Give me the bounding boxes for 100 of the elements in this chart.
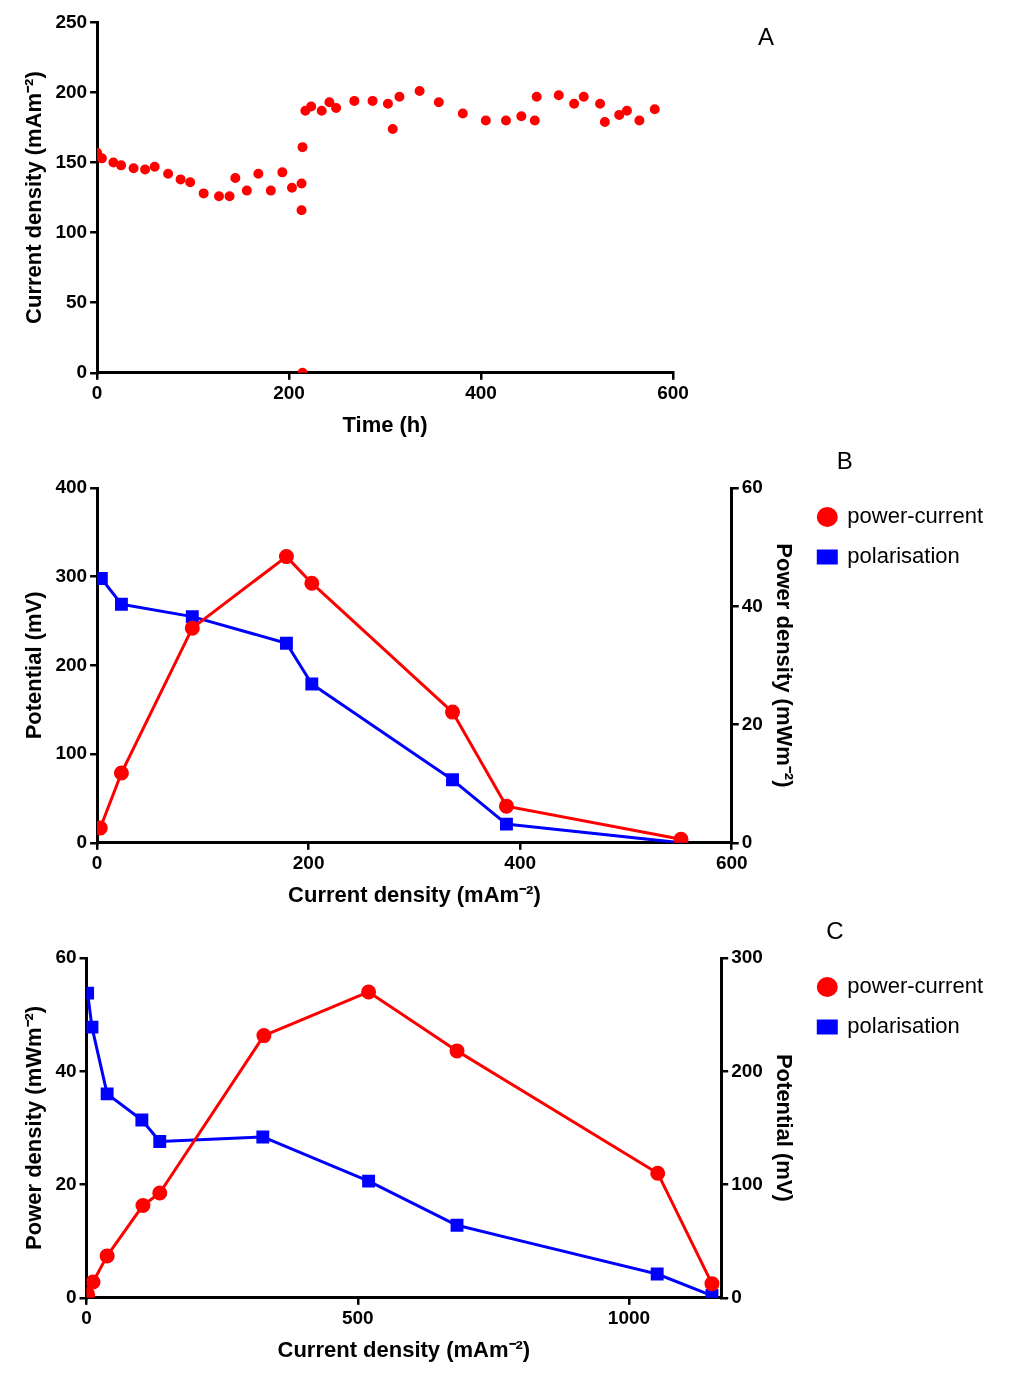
point [529,115,540,126]
point [116,160,127,171]
y2-tick-label: 40 [741,594,763,616]
point [316,105,327,116]
point [446,773,459,787]
point [306,101,317,112]
point [256,1028,272,1044]
x-tick-label: 400 [465,382,497,404]
point [450,1218,464,1232]
point [99,1248,115,1264]
point [500,115,511,126]
point [296,205,307,216]
y-tick-label: 100 [55,742,88,764]
point [135,1197,151,1213]
text: A [758,23,775,51]
point [256,1130,270,1144]
point [650,1267,664,1281]
y-tick-label: 100 [55,220,88,242]
x-axis-title: Current density (mAm⁻²) [277,1336,531,1362]
point [163,168,174,179]
y2-tick-label: 0 [731,1286,742,1308]
y-axis-title: Potential (mV) [21,591,47,740]
y2-tick-label: 60 [741,476,763,498]
point [387,123,398,134]
point [531,91,542,102]
y2-axis-title: Power density (mWm⁻²) [772,543,798,788]
point [621,105,632,116]
y2-tick-label: 200 [731,1059,763,1081]
y-tick-label: 300 [55,564,88,586]
point [367,95,378,106]
point [634,115,645,126]
point [349,95,360,106]
point [578,91,589,102]
point [277,167,288,178]
x-tick-label: 200 [273,382,305,404]
point [135,1113,149,1127]
point [86,1274,101,1290]
point [140,164,151,175]
x-tick-label: 0 [91,852,103,874]
point [184,620,200,636]
y2-tick-label: 20 [741,712,763,734]
point [324,97,335,108]
point [414,86,425,97]
point [241,185,252,196]
point [108,157,119,168]
point [100,1087,114,1101]
point [500,817,513,831]
point [253,168,264,179]
point [433,97,444,108]
x-tick-label: 400 [504,852,537,874]
x-axis-title: Time (h) [342,411,428,437]
legend-label: power-current [847,503,983,529]
point [480,115,491,126]
y-tick-label: 20 [55,1172,77,1194]
point [214,191,224,202]
point [394,91,405,102]
x-tick-label: 1000 [607,1307,651,1329]
point [86,1020,99,1034]
legend-label: power-current [847,973,983,999]
point [185,177,196,188]
point [553,90,564,101]
point [279,636,293,650]
point [361,984,377,1000]
y2-tick-label: 0 [741,831,753,853]
legend-label: polarisation [847,1013,960,1039]
point [153,1135,167,1148]
y-tick-label: 50 [65,290,88,312]
point [382,98,393,109]
point [297,142,308,153]
point [175,174,186,185]
point [614,109,625,120]
point [185,610,199,624]
y-tick-label: 0 [76,831,88,853]
y2-tick-label: 300 [731,946,763,968]
y-tick-label: 40 [55,1059,77,1081]
y2-tick-label: 100 [731,1172,763,1194]
y-tick-label: 0 [65,1286,77,1308]
point [286,182,297,193]
point [278,549,294,565]
legend-label: polarisation [847,543,960,569]
text: C [826,916,844,944]
point [296,178,307,189]
y-tick-label: 0 [76,361,88,383]
y-tick-label: 400 [55,476,88,498]
point [224,191,235,202]
y-axis-title: Power density (mWm⁻²) [21,1005,47,1250]
point [498,798,514,814]
x-tick-label: 0 [91,382,103,404]
point [331,102,342,113]
point [516,111,527,122]
point [649,104,660,115]
y-tick-label: 60 [55,946,77,968]
x-tick-label: 200 [292,852,325,874]
point [650,1165,666,1181]
point [362,1174,376,1188]
point [149,161,160,172]
y-tick-label: 200 [55,653,88,675]
point [114,597,128,611]
y-axis-title: Current density (mAm⁻²) [21,71,47,324]
x-axis-title: Current density (mAm⁻²) [288,881,541,907]
